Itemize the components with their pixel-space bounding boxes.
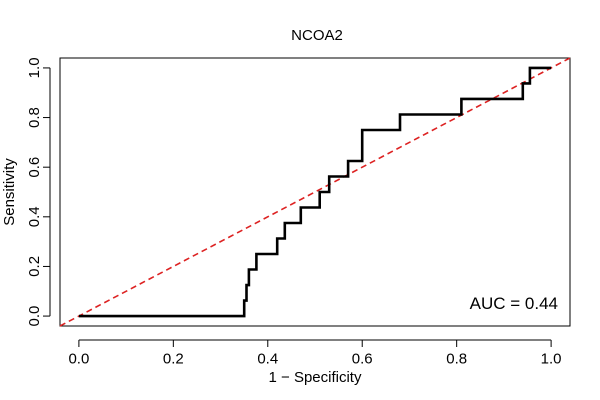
x-axis: 0.0 0.2 0.4 0.6 0.8 1.0 bbox=[68, 339, 562, 367]
chart-title: NCOA2 bbox=[291, 27, 343, 44]
x-tick-label: 1.0 bbox=[541, 350, 562, 367]
y-tick-label: 0.4 bbox=[26, 206, 43, 227]
y-tick-label: 0.2 bbox=[26, 256, 43, 277]
plot-frame bbox=[59, 57, 571, 327]
x-tick-label: 0.8 bbox=[446, 350, 467, 367]
y-tick-label: 0.6 bbox=[26, 157, 43, 178]
y-axis: 0.0 0.2 0.4 0.6 0.8 1.0 bbox=[26, 57, 51, 327]
x-tick-label: 0.2 bbox=[163, 350, 184, 367]
roc-curve-line bbox=[78, 66, 552, 318]
plot-area bbox=[59, 57, 571, 327]
y-axis-label: Sensitivity bbox=[1, 158, 18, 226]
y-tick-label: 1.0 bbox=[26, 57, 43, 78]
auc-annotation: AUC = 0.44 bbox=[470, 294, 558, 313]
x-tick-label: 0.6 bbox=[352, 350, 373, 367]
x-tick-label: 0.0 bbox=[68, 350, 89, 367]
x-tick-label: 0.4 bbox=[257, 350, 278, 367]
reference-diagonal-line bbox=[59, 57, 571, 327]
y-tick-label: 0.0 bbox=[26, 306, 43, 327]
y-tick-label: 0.8 bbox=[26, 107, 43, 128]
x-axis-label: 1 − Specificity bbox=[269, 369, 362, 386]
